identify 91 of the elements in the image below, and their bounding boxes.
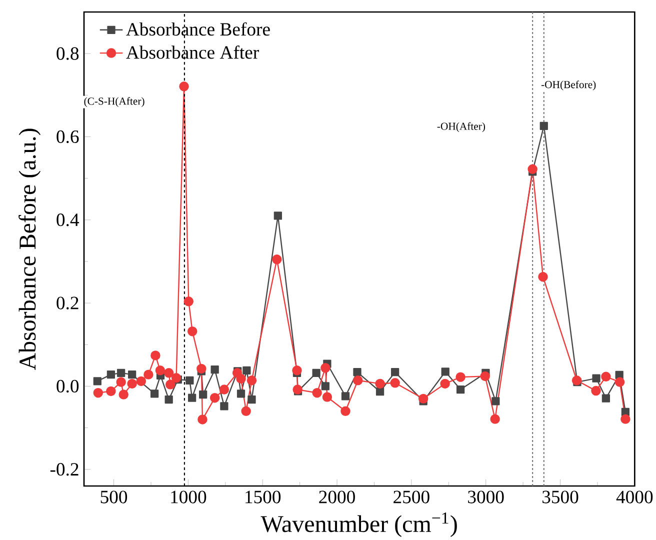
point (210, 366, 219, 374)
point (480, 371, 490, 382)
point (164, 395, 173, 404)
x-tick-label: 1500 (246, 490, 281, 504)
point (322, 392, 332, 402)
point (390, 378, 400, 388)
point (171, 373, 182, 383)
legend-label: Absorbance Before (126, 22, 270, 36)
x-tick-label: 4000 (616, 490, 653, 504)
point (150, 390, 159, 398)
x-tick-label: 3000 (468, 490, 504, 504)
point (128, 370, 136, 379)
point (456, 385, 465, 394)
point (136, 376, 146, 386)
point (246, 376, 257, 386)
point (614, 377, 625, 387)
point (320, 363, 330, 373)
y-tick-label: 0.8 (56, 47, 79, 60)
point (199, 390, 208, 399)
point (118, 390, 128, 400)
x-tick-label: 1000 (171, 490, 206, 504)
point (321, 382, 330, 390)
point (456, 372, 466, 382)
point (375, 378, 385, 389)
point (418, 394, 428, 404)
y-tick-label: 0.6 (56, 130, 79, 144)
point (150, 350, 160, 360)
point (164, 368, 174, 378)
point (93, 388, 104, 398)
point (591, 386, 601, 396)
point (538, 272, 548, 282)
point (219, 384, 230, 394)
point (601, 372, 611, 382)
x-axis-title: Wavenumber (cm$^{−1}$) (260, 512, 457, 538)
point (179, 82, 189, 92)
point (144, 370, 154, 380)
point (210, 392, 220, 403)
point (390, 368, 400, 376)
y-tick-label: -0.2 (50, 463, 78, 476)
point (602, 394, 610, 402)
point (106, 370, 116, 379)
point (540, 122, 548, 130)
point (441, 368, 450, 376)
point (353, 368, 362, 376)
point (292, 366, 302, 376)
point (186, 376, 194, 384)
annotation: -OH(After) (437, 122, 486, 132)
point (490, 414, 500, 424)
point (236, 374, 246, 384)
x-tick-label: 2500 (394, 490, 430, 504)
y-tick-label: 0.2 (56, 296, 78, 310)
point (187, 326, 198, 336)
point (116, 368, 126, 377)
y-axis-title: Absorbance Before (a.u.) (18, 128, 41, 370)
point (188, 394, 196, 402)
point (274, 212, 282, 220)
x-tick-label: 2000 (319, 490, 355, 504)
point (592, 374, 600, 382)
point (93, 377, 102, 386)
y-tick-label: 0.4 (56, 214, 80, 226)
point (376, 388, 384, 396)
x-tick-label: 500 (100, 490, 128, 504)
point (352, 376, 363, 386)
point (165, 380, 176, 390)
point (492, 397, 500, 406)
point (241, 406, 251, 416)
annotation: (C-S-H(After) (84, 97, 144, 107)
y-tick-label: 0.0 (56, 380, 79, 393)
point (620, 414, 630, 424)
point (312, 368, 320, 377)
point (272, 254, 282, 264)
point (312, 388, 322, 398)
point (236, 390, 246, 398)
point (248, 395, 256, 404)
x-tick-label: 3500 (542, 490, 578, 504)
point (292, 384, 302, 394)
point (528, 164, 538, 174)
point (220, 402, 228, 410)
annotation: -OH(Before) (541, 80, 596, 90)
point (341, 392, 350, 400)
point (242, 366, 251, 374)
point (198, 414, 208, 424)
point (106, 386, 116, 396)
point (196, 364, 206, 374)
point (440, 378, 450, 389)
legend-label: Absorbance After (126, 45, 259, 59)
point (155, 366, 166, 376)
point (340, 406, 350, 416)
point (127, 378, 137, 389)
point (116, 377, 126, 387)
point (184, 296, 194, 306)
